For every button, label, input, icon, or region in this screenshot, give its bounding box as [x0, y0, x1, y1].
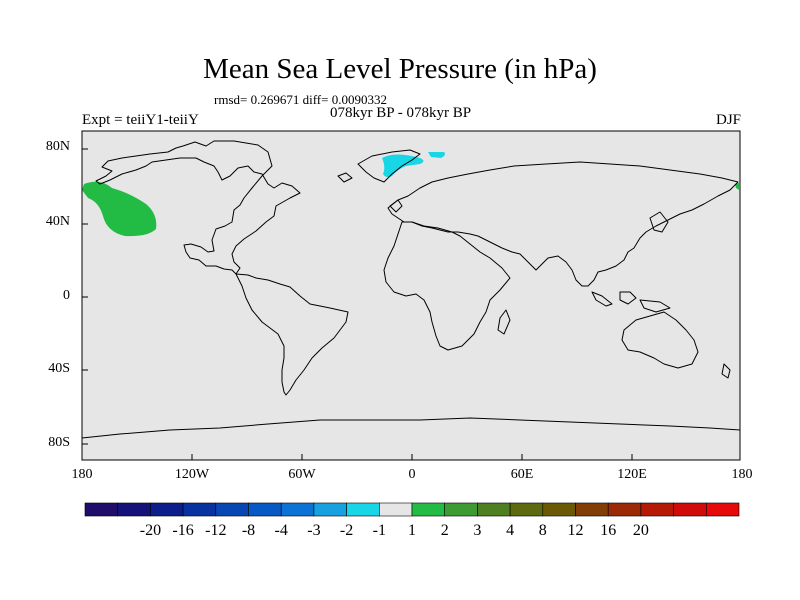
colorbar-label-4: -4 [275, 522, 288, 539]
map-frame [81, 130, 741, 461]
greenland-coast [357, 149, 421, 183]
east-edge-anomaly [735, 183, 739, 190]
british-isles-coast [389, 199, 403, 213]
colorbar-swatch-0 [84, 502, 119, 517]
lon-label-60w: 60W [288, 467, 316, 482]
africa-coast [383, 221, 511, 351]
lat-label-80n: 80N [45, 139, 70, 154]
stats-line: rmsd= 0.269671 diff= 0.0090332 [214, 92, 387, 107]
iceland-coast [337, 172, 353, 183]
map-ticks [81, 148, 741, 460]
lon-label-180e: 180 [731, 467, 753, 482]
period-line: 078kyr BP - 078kyr BP [330, 105, 472, 121]
colorbar-swatch-15 [575, 502, 609, 517]
lat-label-0: 0 [63, 288, 70, 303]
colorbar-swatch-6 [280, 502, 315, 517]
colorbar-swatch-12 [477, 502, 511, 517]
colorbar-label-9: 2 [441, 522, 449, 539]
colorbar-label-2: -12 [205, 522, 226, 539]
lon-label-60e: 60E [510, 467, 534, 482]
colorbar-label-3: -8 [242, 522, 255, 539]
colorbar-swatch-10 [411, 502, 446, 517]
colorbar-label-6: -2 [340, 522, 353, 539]
north-pacific-anomaly [82, 181, 157, 237]
colorbar-swatch-1 [117, 502, 151, 517]
colorbar-label-12: 8 [539, 522, 547, 539]
colorbar-swatch-7 [313, 502, 347, 517]
map-title: Mean Sea Level Pressure (in hPa) [203, 53, 597, 85]
colorbar-label-5: -3 [307, 522, 320, 539]
colorbar-label-15: 20 [633, 522, 649, 539]
new-zealand-coast [721, 363, 731, 379]
colorbar-label-11: 4 [506, 522, 514, 539]
colorbar-label-10: 3 [473, 522, 481, 539]
coastlines [81, 140, 741, 439]
colorbar-label-8: 1 [408, 522, 416, 539]
new-guinea-coast [639, 299, 671, 313]
antarctica-coast [81, 417, 741, 439]
arctic-anomaly-svalbard [428, 152, 445, 158]
indonesia-coast [591, 291, 613, 307]
colorbar-label-0: -20 [140, 522, 161, 539]
north-america-coast [95, 140, 301, 275]
colorbar-swatch-4 [215, 502, 249, 517]
season-label: DJF [715, 112, 741, 128]
lon-label-0: 0 [408, 467, 416, 482]
colorbar-swatch-17 [640, 502, 674, 517]
colorbar-swatch-2 [150, 502, 184, 517]
south-america-coast [235, 273, 349, 396]
colorbar-label-7: -1 [373, 522, 386, 539]
colorbar-swatch-3 [182, 502, 217, 517]
colorbar-swatch-5 [248, 502, 282, 517]
colorbar-swatch-14 [542, 502, 576, 517]
colorbar: -20 -16 -12 -8 -4 -3 -2 -1 1 2 3 4 8 12 16 20 [84, 502, 740, 539]
lat-label-40s: 40S [48, 361, 70, 376]
colorbar-swatch-8 [346, 502, 380, 517]
lon-label-120w: 120W [174, 467, 210, 482]
lon-label-120e: 120E [617, 467, 647, 482]
eurasia-coast [387, 161, 739, 287]
lat-label-40n: 40N [45, 214, 70, 229]
madagascar-coast [497, 309, 511, 335]
colorbar-swatch-9 [378, 502, 413, 517]
lon-label-180w: 180 [71, 467, 93, 482]
japan-coast [649, 211, 669, 233]
colorbar-swatch-13 [509, 502, 544, 517]
colorbar-label-13: 12 [568, 522, 584, 539]
borneo-coast [619, 291, 637, 305]
colorbar-swatch-11 [444, 502, 478, 517]
australia-coast [621, 311, 699, 369]
colorbar-label-14: 16 [600, 522, 616, 539]
colorbar-swatch-18 [673, 502, 707, 517]
colorbar-swatch-16 [607, 502, 642, 517]
colorbar-label-1: -16 [172, 522, 193, 539]
lat-label-80s: 80S [48, 435, 70, 450]
colorbar-swatch-19 [705, 502, 740, 517]
experiment-label: Expt = teiiY1-teiiY [82, 112, 199, 128]
